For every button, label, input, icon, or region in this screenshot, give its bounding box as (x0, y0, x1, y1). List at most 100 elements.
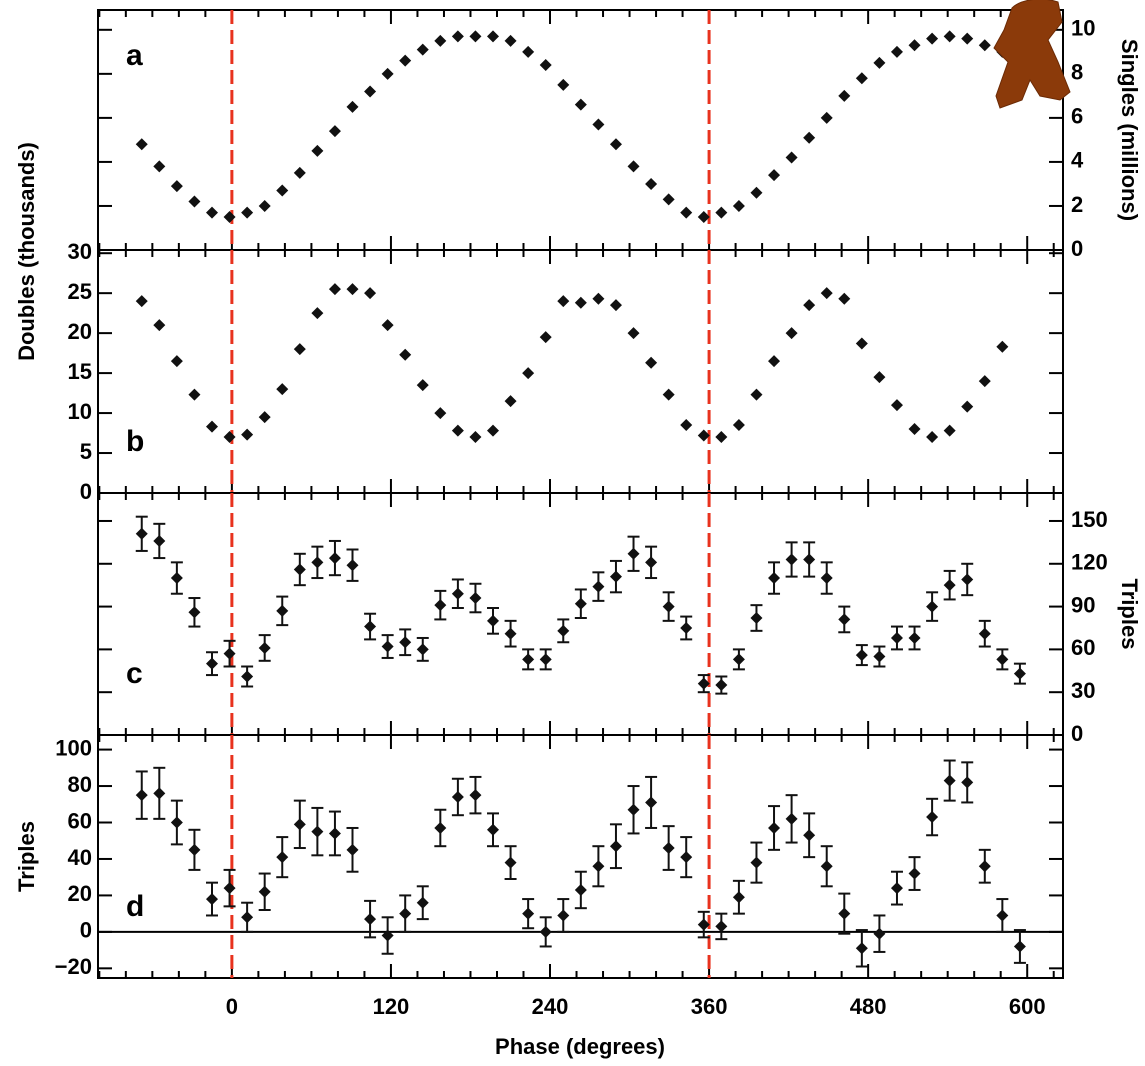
point (522, 653, 535, 666)
y-tick-label: 4 (1071, 148, 1084, 173)
point (715, 679, 728, 692)
point (188, 388, 201, 401)
y-axis-title: Triples (1117, 579, 1142, 650)
point (153, 160, 166, 173)
point (978, 627, 991, 640)
point (364, 620, 377, 633)
point (205, 657, 218, 670)
point (961, 32, 974, 45)
point (328, 125, 341, 138)
point (645, 556, 658, 569)
point (381, 319, 394, 332)
point (715, 431, 728, 444)
point (838, 292, 851, 305)
point (1013, 667, 1026, 680)
point (153, 534, 166, 547)
point (715, 920, 728, 933)
point (609, 299, 622, 312)
point (926, 32, 939, 45)
point (451, 424, 464, 437)
point (803, 829, 816, 842)
point (487, 424, 500, 437)
point (1013, 940, 1026, 953)
point (223, 647, 236, 660)
point (223, 431, 236, 444)
point (943, 424, 956, 437)
point (451, 30, 464, 43)
point (838, 907, 851, 920)
point (996, 340, 1009, 353)
point (978, 860, 991, 873)
point (697, 210, 710, 223)
point (961, 400, 974, 413)
point (153, 787, 166, 800)
point (223, 210, 236, 223)
x-tick-label: 0 (226, 994, 238, 1019)
point (258, 411, 271, 424)
panels: 0 2 4 6 8 10 Singles (millions) a 0 5 10 15 20 25 30 Do… (14, 9, 1142, 1059)
point (908, 867, 921, 880)
point (627, 160, 640, 173)
y-tick-label: 15 (68, 359, 92, 384)
point (487, 823, 500, 836)
point (645, 356, 658, 369)
point (838, 613, 851, 626)
point (328, 283, 341, 296)
panel-label: a (126, 39, 143, 72)
point (311, 144, 324, 157)
point (926, 431, 939, 444)
point (487, 30, 500, 43)
x-tick-label: 120 (373, 994, 410, 1019)
point (416, 643, 429, 656)
point (890, 399, 903, 412)
point (258, 641, 271, 654)
point (434, 599, 447, 612)
point (592, 292, 605, 305)
point (539, 653, 552, 666)
point (346, 283, 359, 296)
point (188, 843, 201, 856)
point (627, 803, 640, 816)
panel-label: d (126, 890, 144, 923)
point (697, 677, 710, 690)
point (504, 34, 517, 47)
point (258, 199, 271, 212)
panel: 0 30 60 90 120 150 Triples c (97, 492, 1142, 746)
y-tick-label: 6 (1071, 104, 1083, 129)
y-tick-label: 25 (68, 279, 92, 304)
point (820, 572, 833, 585)
point (522, 45, 535, 58)
point (170, 355, 183, 368)
panel-label: c (126, 657, 143, 690)
point (153, 319, 166, 332)
point (803, 299, 816, 312)
point (715, 206, 728, 219)
point (697, 918, 710, 931)
point (768, 572, 781, 585)
point (785, 812, 798, 825)
point (557, 909, 570, 922)
point (504, 627, 517, 640)
point (609, 138, 622, 151)
point (364, 287, 377, 300)
point (311, 556, 324, 569)
point (522, 907, 535, 920)
point (926, 811, 939, 824)
point (188, 606, 201, 619)
point (750, 186, 763, 199)
point (680, 206, 693, 219)
point (170, 572, 183, 585)
point (135, 295, 148, 308)
point (258, 885, 271, 898)
point (873, 927, 886, 940)
point (504, 856, 517, 869)
point (311, 307, 324, 320)
point (803, 131, 816, 144)
panel: 0 2 4 6 8 10 Singles (millions) a (97, 9, 1142, 261)
point (961, 776, 974, 789)
point (785, 327, 798, 340)
point (469, 431, 482, 444)
point (978, 39, 991, 52)
point (170, 180, 183, 193)
point (399, 907, 412, 920)
